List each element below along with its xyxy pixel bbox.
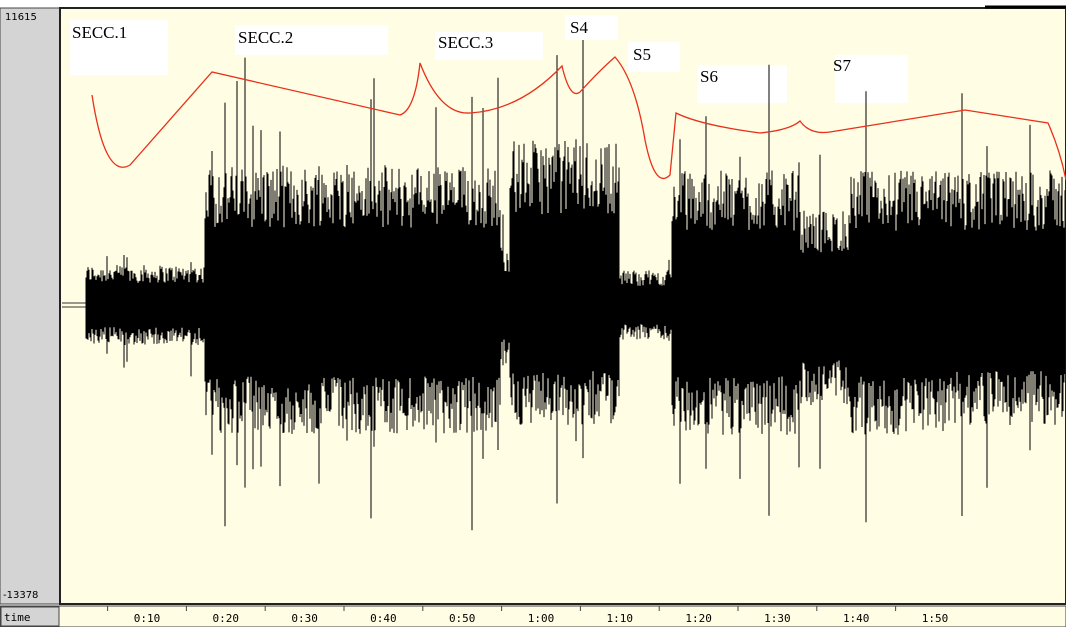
time-tick-label: 0:30 xyxy=(291,612,318,625)
time-tick-label: 1:20 xyxy=(685,612,712,625)
section-label: S7 xyxy=(833,56,851,75)
section-label: S5 xyxy=(633,45,651,64)
amplitude-min: -13378 xyxy=(3,590,38,601)
section-label: SECC.2 xyxy=(238,28,293,47)
time-tick-label: 1:00 xyxy=(528,612,555,625)
time-tick-label: 0:10 xyxy=(134,612,161,625)
section-label: SECC.1 xyxy=(72,23,127,42)
amplitude-ruler xyxy=(0,8,60,604)
time-tick-label: 1:10 xyxy=(607,612,634,625)
time-tick-label: 1:50 xyxy=(922,612,949,625)
time-tick-label: 0:20 xyxy=(213,612,240,625)
time-tick-label: 0:50 xyxy=(449,612,476,625)
waveform-editor: 11615 -13378 SECC.1SECC.2SECC.3S4S5S6S7 … xyxy=(0,0,1066,627)
time-tick-label: 0:40 xyxy=(370,612,397,625)
section-label: S6 xyxy=(700,67,718,86)
time-tick-label: 1:30 xyxy=(764,612,791,625)
time-label: time xyxy=(4,611,31,624)
section-label: S4 xyxy=(570,18,588,37)
time-tick-label: 1:40 xyxy=(843,612,870,625)
section-label: SECC.3 xyxy=(438,33,493,52)
amplitude-max: 11615 xyxy=(5,12,37,23)
